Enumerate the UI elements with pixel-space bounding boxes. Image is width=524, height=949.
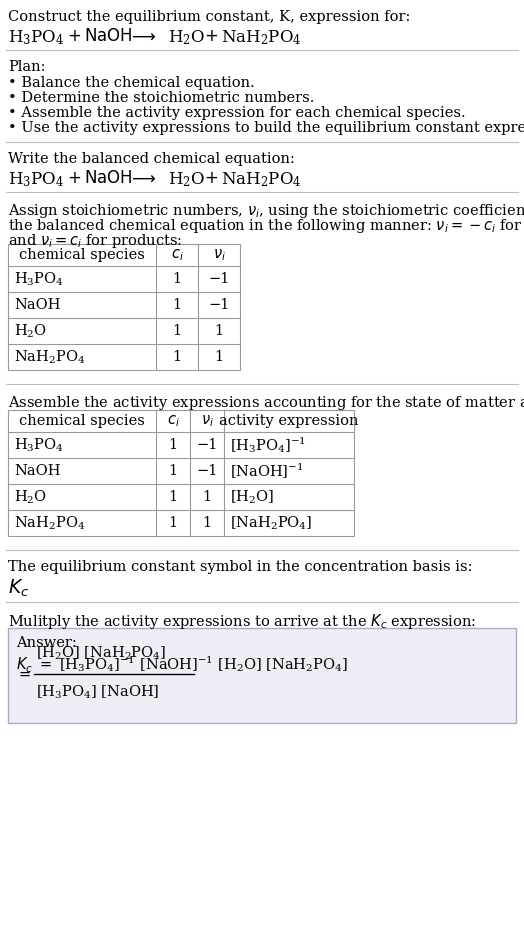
Text: the balanced chemical equation in the following manner: $\nu_i = -c_i$ for react: the balanced chemical equation in the fo… — [8, 217, 524, 235]
Text: $\mathregular{[NaOH]^{-1}}$: $\mathregular{[NaOH]^{-1}}$ — [230, 461, 303, 480]
Text: $+$: $+$ — [67, 170, 81, 187]
Text: $\mathit{K_c}$: $\mathit{K_c}$ — [8, 578, 29, 600]
Text: $+$: $+$ — [204, 170, 218, 187]
Text: $\mathregular{NaH_2PO_4}$: $\mathregular{NaH_2PO_4}$ — [221, 170, 302, 189]
Text: $\nu_i$: $\nu_i$ — [213, 247, 225, 263]
Text: The equilibrium constant symbol in the concentration basis is:: The equilibrium constant symbol in the c… — [8, 560, 473, 574]
Text: $\mathregular{H_3PO_4}$: $\mathregular{H_3PO_4}$ — [8, 28, 64, 47]
Text: $\mathrm{NaOH}$: $\mathrm{NaOH}$ — [84, 28, 133, 45]
Text: $\longrightarrow$: $\longrightarrow$ — [128, 28, 156, 45]
Text: $\mathregular{H_2O}$: $\mathregular{H_2O}$ — [14, 489, 47, 506]
Text: 1: 1 — [214, 324, 224, 338]
Text: 1: 1 — [168, 516, 178, 530]
Text: • Balance the chemical equation.: • Balance the chemical equation. — [8, 76, 255, 90]
Text: Construct the equilibrium constant, K, expression for:: Construct the equilibrium constant, K, e… — [8, 10, 410, 24]
Text: Assign stoichiometric numbers, $\nu_i$, using the stoichiometric coefficients, $: Assign stoichiometric numbers, $\nu_i$, … — [8, 202, 524, 220]
Text: 1: 1 — [172, 298, 181, 312]
Bar — [8, 410, 354, 536]
Text: 1: 1 — [168, 438, 178, 452]
Text: 1: 1 — [202, 516, 212, 530]
Text: 1: 1 — [168, 464, 178, 478]
Text: activity expression: activity expression — [219, 414, 359, 428]
Text: −1: −1 — [196, 464, 217, 478]
Text: $\mathregular{NaH_2PO_4}$: $\mathregular{NaH_2PO_4}$ — [14, 348, 85, 365]
Bar — [8, 628, 516, 723]
Text: • Determine the stoichiometric numbers.: • Determine the stoichiometric numbers. — [8, 91, 314, 105]
Text: −1: −1 — [196, 438, 217, 452]
Text: chemical species: chemical species — [19, 248, 145, 262]
Text: 1: 1 — [172, 324, 181, 338]
Text: 1: 1 — [168, 490, 178, 504]
Text: Mulitply the activity expressions to arrive at the $K_c$ expression:: Mulitply the activity expressions to arr… — [8, 612, 476, 631]
Text: $\mathregular{H_2O}$: $\mathregular{H_2O}$ — [168, 170, 205, 189]
Text: $\mathregular{[H_3PO_4]^{-1}}$: $\mathregular{[H_3PO_4]^{-1}}$ — [230, 436, 306, 455]
Text: $\mathregular{NaH_2PO_4}$: $\mathregular{NaH_2PO_4}$ — [14, 514, 85, 531]
Text: NaOH: NaOH — [14, 464, 60, 478]
Text: $\mathregular{[H_3PO_4]\ [NaOH]}$: $\mathregular{[H_3PO_4]\ [NaOH]}$ — [36, 684, 159, 701]
Text: 1: 1 — [172, 272, 181, 286]
Text: $\mathregular{H_2O}$: $\mathregular{H_2O}$ — [168, 28, 205, 47]
Text: NaOH: NaOH — [14, 298, 60, 312]
Text: $\mathit{K_c}\ =\ \mathregular{[H_3PO_4]^{-1}\ [NaOH]^{-1}\ [H_2O]\ [NaH_2PO_4]}: $\mathit{K_c}\ =\ \mathregular{[H_3PO_4]… — [16, 654, 348, 674]
Text: 1: 1 — [202, 490, 212, 504]
Text: $\mathrm{NaOH}$: $\mathrm{NaOH}$ — [84, 170, 133, 187]
Text: Assemble the activity expressions accounting for the state of matter and $\nu_i$: Assemble the activity expressions accoun… — [8, 394, 524, 412]
Text: chemical species: chemical species — [19, 414, 145, 428]
Text: $\mathregular{NaH_2PO_4}$: $\mathregular{NaH_2PO_4}$ — [221, 28, 302, 47]
Text: $\mathregular{H_3PO_4}$: $\mathregular{H_3PO_4}$ — [14, 437, 64, 454]
Text: $\mathregular{[NaH_2PO_4]}$: $\mathregular{[NaH_2PO_4]}$ — [230, 514, 312, 531]
Text: and $\nu_i = c_i$ for products:: and $\nu_i = c_i$ for products: — [8, 232, 182, 250]
Text: $+$: $+$ — [67, 28, 81, 45]
Text: $c_i$: $c_i$ — [167, 413, 179, 429]
Text: $\nu_i$: $\nu_i$ — [201, 413, 213, 429]
Text: Write the balanced chemical equation:: Write the balanced chemical equation: — [8, 152, 295, 166]
Text: 1: 1 — [214, 350, 224, 364]
Text: $\mathregular{H_3PO_4}$: $\mathregular{H_3PO_4}$ — [8, 170, 64, 189]
Text: • Assemble the activity expression for each chemical species.: • Assemble the activity expression for e… — [8, 106, 466, 120]
Text: $\mathregular{H_2O}$: $\mathregular{H_2O}$ — [14, 323, 47, 340]
Text: $\mathregular{[H_2O]}$: $\mathregular{[H_2O]}$ — [230, 489, 274, 506]
Bar — [8, 244, 240, 370]
Text: −1: −1 — [209, 298, 230, 312]
Text: $+$: $+$ — [204, 28, 218, 45]
Text: Answer:: Answer: — [16, 636, 77, 650]
Text: −1: −1 — [209, 272, 230, 286]
Text: $\longrightarrow$: $\longrightarrow$ — [128, 170, 156, 187]
Text: Plan:: Plan: — [8, 60, 46, 74]
Text: • Use the activity expressions to build the equilibrium constant expression.: • Use the activity expressions to build … — [8, 121, 524, 135]
Text: $c_i$: $c_i$ — [171, 247, 183, 263]
Text: $=$: $=$ — [16, 667, 31, 681]
Text: 1: 1 — [172, 350, 181, 364]
Text: $\mathregular{[H_2O]\ [NaH_2PO_4]}$: $\mathregular{[H_2O]\ [NaH_2PO_4]}$ — [36, 644, 167, 662]
Text: $\mathregular{H_3PO_4}$: $\mathregular{H_3PO_4}$ — [14, 270, 64, 288]
